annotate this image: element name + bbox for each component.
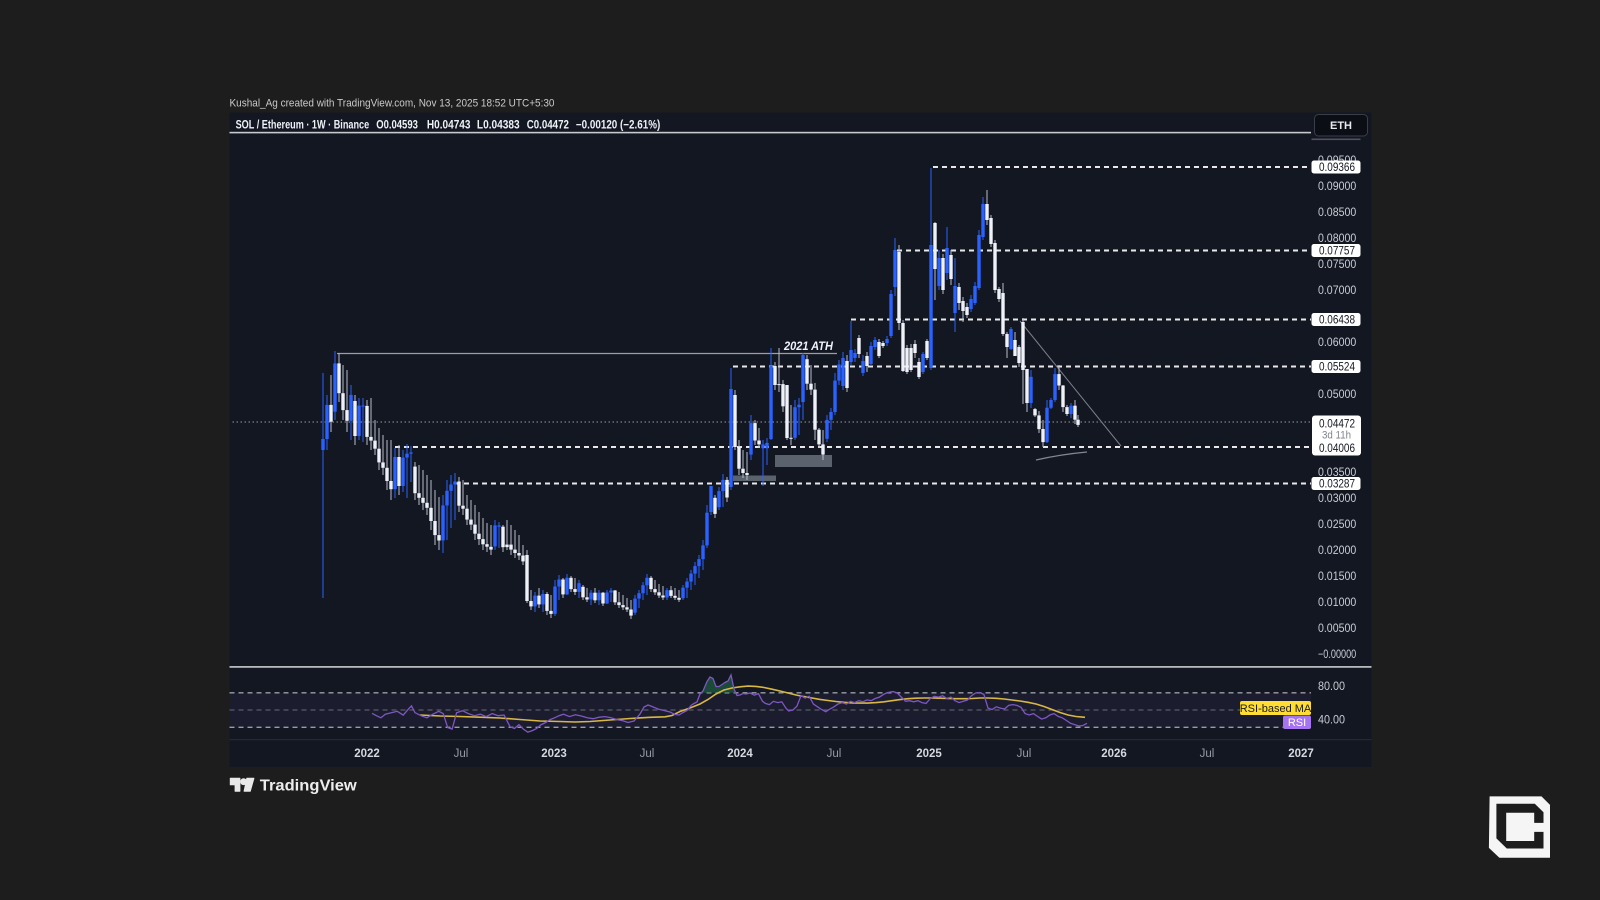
svg-text:TradingView: TradingView [260,777,358,794]
svg-text:H0.04743: H0.04743 [427,120,471,132]
svg-text:0.02500: 0.02500 [1318,519,1356,531]
svg-text:2026: 2026 [1101,748,1127,760]
svg-text:Jul: Jul [454,748,469,760]
svg-text:2025: 2025 [916,748,942,760]
svg-text:80.00: 80.00 [1318,681,1345,693]
svg-text:0.08000: 0.08000 [1318,233,1356,245]
svg-text:0.06438: 0.06438 [1319,315,1355,327]
svg-text:0.06000: 0.06000 [1318,337,1356,349]
svg-text:RSI-based MA: RSI-based MA [1240,703,1312,715]
svg-text:−0.00120 (−2.61%): −0.00120 (−2.61%) [576,120,661,132]
svg-text:O0.04593: O0.04593 [376,120,418,132]
svg-text:0.01000: 0.01000 [1318,597,1356,609]
svg-text:Jul: Jul [1017,748,1032,760]
svg-text:0.09000: 0.09000 [1318,181,1356,193]
svg-text:Jul: Jul [640,748,655,760]
svg-text:3d 11h: 3d 11h [1322,430,1351,442]
svg-text:0.02000: 0.02000 [1318,545,1356,557]
svg-text:2024: 2024 [727,748,753,760]
svg-text:−0.00000: −0.00000 [1318,649,1356,661]
svg-text:0.00500: 0.00500 [1318,623,1356,635]
svg-text:0.03500: 0.03500 [1318,467,1356,479]
svg-text:0.07000: 0.07000 [1318,285,1356,297]
svg-text:40.00: 40.00 [1318,715,1345,727]
svg-text:Jul: Jul [827,748,842,760]
svg-text:2027: 2027 [1288,748,1314,760]
svg-text:RSI: RSI [1288,717,1306,729]
svg-text:0.05524: 0.05524 [1319,362,1356,374]
svg-text:SOL / Ethereum · 1W · Binance: SOL / Ethereum · 1W · Binance [236,120,370,132]
svg-text:2022: 2022 [354,748,380,760]
svg-text:2023: 2023 [541,748,567,760]
svg-text:L0.04383: L0.04383 [477,120,520,132]
svg-text:C0.04472: C0.04472 [527,120,569,132]
svg-text:0.05000: 0.05000 [1318,389,1356,401]
svg-text:0.03287: 0.03287 [1319,479,1355,491]
svg-text:ETH: ETH [1330,120,1352,132]
svg-text:0.04006: 0.04006 [1319,443,1355,455]
svg-text:Jul: Jul [1200,748,1215,760]
svg-text:0.04472: 0.04472 [1319,419,1355,431]
svg-text:0.03000: 0.03000 [1318,493,1356,505]
svg-text:0.07500: 0.07500 [1318,259,1356,271]
svg-text:0.07757: 0.07757 [1319,246,1355,258]
svg-text:0.01500: 0.01500 [1318,571,1356,583]
svg-text:2021 ATH: 2021 ATH [783,341,834,353]
svg-text:0.08500: 0.08500 [1318,207,1356,219]
svg-text:Kushal_Ag created with Trading: Kushal_Ag created with TradingView.com, … [230,98,555,110]
svg-text:0.09366: 0.09366 [1319,162,1355,174]
